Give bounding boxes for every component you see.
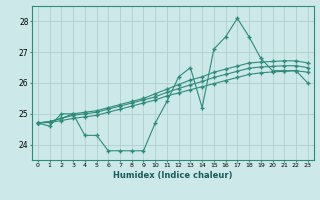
- X-axis label: Humidex (Indice chaleur): Humidex (Indice chaleur): [113, 171, 233, 180]
